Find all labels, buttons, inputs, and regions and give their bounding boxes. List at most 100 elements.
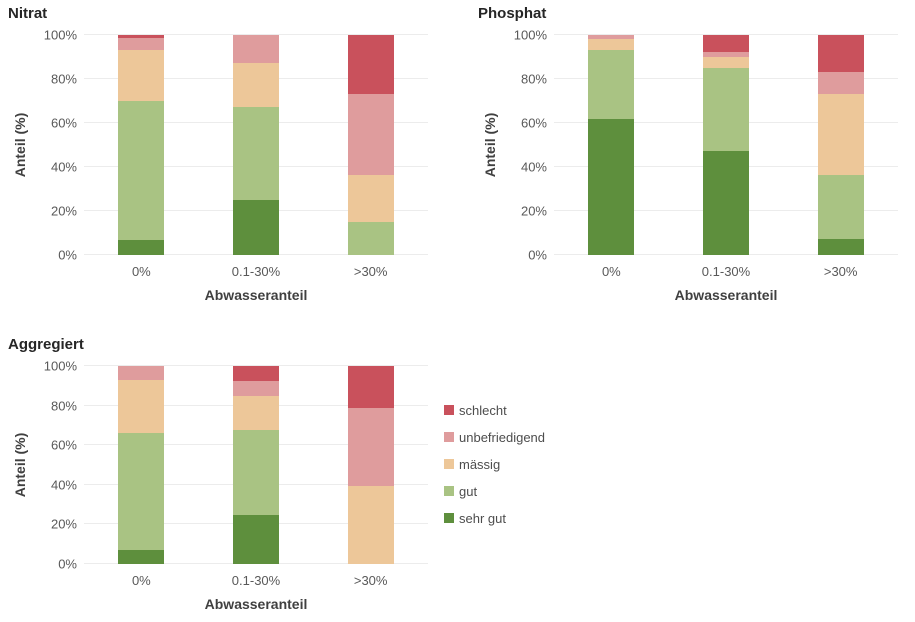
y-tick-label: 40%: [50, 159, 77, 175]
y-axis-title-column: Anteil (%): [478, 35, 502, 255]
y-tick-label: 80%: [520, 71, 547, 87]
bar-segment-unbefriedigend: [703, 51, 749, 57]
bar-segment-mässig: [703, 57, 749, 68]
bar-segment-gut: [347, 222, 394, 255]
bar-segment-unbefriedigend: [347, 407, 394, 486]
bar-segment-mässig: [588, 39, 635, 51]
bar-slot: [199, 35, 314, 255]
bar-segment-unbefriedigend: [233, 380, 279, 396]
x-axis-ticks: 0% 0.1-30% >30%: [554, 264, 898, 279]
bar-segment-mässig: [118, 379, 165, 434]
bar-0: [588, 35, 635, 255]
bar-30: [347, 35, 394, 255]
bar-30: [817, 35, 864, 255]
legend: schlecht unbefriedigend mässig gut sehr gut: [444, 401, 545, 536]
bar-segment-schlecht: [233, 366, 279, 381]
bar-0.1-30: [703, 35, 749, 255]
bar-0.1-30: [233, 366, 279, 564]
x-tick-label: >30%: [353, 264, 388, 279]
bar-segment-unbefriedigend: [817, 72, 864, 95]
bar-segment-mässig: [817, 94, 864, 175]
legend-item-mässig: mässig: [444, 455, 545, 473]
bar-30: [347, 366, 394, 564]
y-tick-label: 20%: [50, 516, 77, 532]
bar-segment-gut: [703, 68, 749, 151]
bars-row: [84, 366, 428, 564]
chart-phosphat: Phosphat Anteil (%) 100% 80% 60% 40% 20% 0% 0…: [478, 5, 908, 303]
x-axis-ticks: 0% 0.1-30% >30%: [84, 264, 428, 279]
bar-slot: [313, 35, 428, 255]
chart-nitrat: Nitrat Anteil (%) 100% 80% 60% 40% 20% 0% 0% 0…: [8, 5, 438, 303]
y-axis-ticks: 100% 80% 60% 40% 20% 0%: [32, 359, 84, 572]
bar-segment-sehr-gut: [118, 550, 165, 564]
y-tick-label: 100%: [43, 358, 77, 374]
gridline: [84, 365, 428, 366]
y-axis-title: Anteil (%): [482, 112, 498, 178]
bar-segment-sehr-gut: [817, 238, 864, 255]
gridline: [84, 34, 428, 35]
bar-slot: [84, 35, 199, 255]
y-tick-label: 100%: [513, 27, 547, 43]
x-axis-title: Abwasseranteil: [204, 287, 308, 303]
y-tick-label: 0%: [528, 247, 547, 263]
x-axis-ticks: 0% 0.1-30% >30%: [84, 573, 428, 588]
bars-row: [554, 35, 898, 255]
bar-segment-sehr-gut: [118, 239, 165, 255]
y-axis-title-column: Anteil (%): [8, 35, 32, 255]
bar-segment-gut: [588, 50, 635, 119]
legend-swatch: [444, 405, 454, 415]
legend-item-schlecht: schlecht: [444, 401, 545, 419]
y-tick-label: 0%: [58, 247, 77, 263]
bar-segment-mässig: [118, 50, 165, 102]
bar-segment-mässig: [347, 485, 394, 564]
gridline: [554, 34, 898, 35]
y-tick-label: 40%: [520, 159, 547, 175]
bar-slot: [313, 366, 428, 564]
y-tick-label: 80%: [50, 398, 77, 414]
bar-segment-unbefriedigend: [118, 366, 165, 380]
y-axis-title-column: Anteil (%): [8, 366, 32, 564]
x-tick-label: >30%: [823, 264, 858, 279]
bar-segment-mässig: [347, 174, 394, 222]
bar-segment-unbefriedigend: [118, 38, 165, 51]
bar-segment-mässig: [233, 62, 279, 107]
bar-0.1-30: [233, 35, 279, 255]
bar-slot: [84, 366, 199, 564]
legend-swatch: [444, 432, 454, 442]
bar-segment-unbefriedigend: [588, 35, 635, 40]
y-tick-label: 80%: [50, 71, 77, 87]
legend-item-unbefriedigend: unbefriedigend: [444, 428, 545, 446]
chart-aggregiert: Aggregiert Anteil (%) 100% 80% 60% 40% 20% 0%…: [8, 336, 438, 612]
legend-label: mässig: [459, 456, 501, 472]
bar-segment-unbefriedigend: [233, 35, 279, 63]
x-tick-label: 0.1-30%: [231, 264, 281, 279]
y-axis-ticks: 100% 80% 60% 40% 20% 0%: [32, 28, 84, 263]
bar-segment-gut: [233, 106, 279, 200]
x-tick-label: 0.1-30%: [701, 264, 751, 279]
y-axis-title: Anteil (%): [12, 112, 28, 178]
y-tick-label: 60%: [520, 115, 547, 131]
bar-slot: [554, 35, 669, 255]
legend-label: gut: [459, 483, 478, 499]
y-tick-label: 0%: [58, 556, 77, 572]
bar-segment-gut: [118, 433, 165, 551]
bar-segment-schlecht: [347, 35, 394, 95]
bar-segment-schlecht: [703, 35, 749, 52]
x-tick-label: >30%: [353, 573, 388, 588]
plot-area: [84, 365, 428, 564]
legend-item-gut: gut: [444, 482, 545, 500]
y-axis-title: Anteil (%): [12, 432, 28, 498]
y-tick-label: 20%: [50, 203, 77, 219]
x-axis-title: Abwasseranteil: [204, 596, 308, 612]
x-tick-label: 0.1-30%: [231, 573, 281, 588]
legend-swatch: [444, 486, 454, 496]
chart-title: Nitrat: [8, 5, 48, 22]
plot-area: [554, 34, 898, 255]
y-tick-label: 40%: [50, 477, 77, 493]
x-axis-title: Abwasseranteil: [674, 287, 778, 303]
bar-slot: [669, 35, 784, 255]
x-tick-label: 0%: [601, 264, 621, 279]
legend-label: unbefriedigend: [459, 429, 546, 445]
bar-segment-gut: [233, 430, 279, 515]
bar-segment-sehr-gut: [703, 150, 749, 255]
